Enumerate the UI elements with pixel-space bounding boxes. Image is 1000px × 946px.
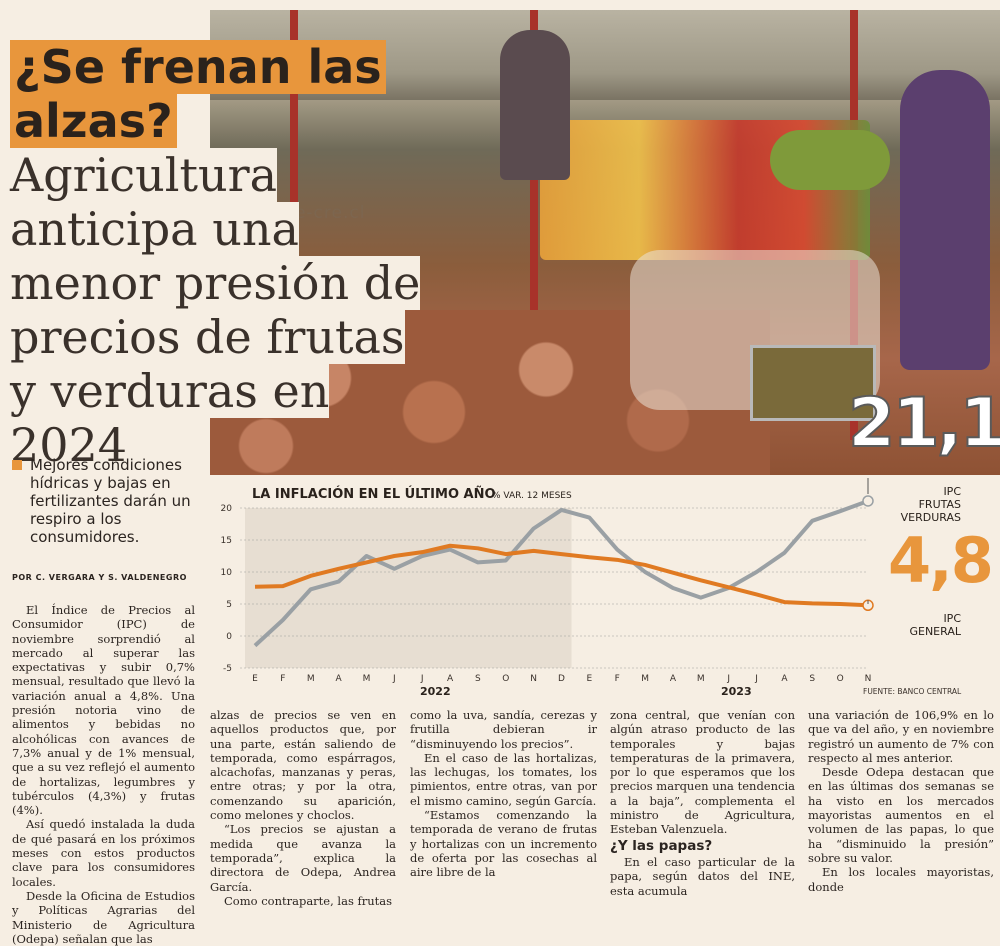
x-tick-label: F xyxy=(280,674,285,684)
paragraph: alzas de precios se ven en aquellos prod… xyxy=(210,708,396,823)
bullet-square-icon xyxy=(12,460,22,470)
x-tick-label: D xyxy=(558,674,565,684)
label-ipc-frutas-verduras: IPC FRUTAS VERDURAS xyxy=(900,485,961,524)
grid-lines xyxy=(240,507,868,669)
x-tick-label: M xyxy=(307,674,315,684)
paragraph: una variación de 106,9% en lo que va del… xyxy=(808,708,994,765)
x-tick-label: M xyxy=(641,674,649,684)
y-tick-label: 15 xyxy=(221,536,232,546)
y-tick-labels: -5 0 5 10 15 20 xyxy=(221,504,233,674)
article-column-5: una variación de 106,9% en lo que va del… xyxy=(808,708,994,894)
x-tick-label: O xyxy=(502,674,509,684)
article-column-4: zona central, que venían con algún atras… xyxy=(610,708,795,898)
series-line-ipc-general xyxy=(254,543,869,608)
year-label-2023: 2023 xyxy=(721,685,752,698)
y-tick-label: 5 xyxy=(226,600,232,610)
x-tick-label: A xyxy=(447,674,454,684)
article-column-3: como la uva, sandía, cerezas y frutilla … xyxy=(410,708,597,880)
vendor-figure xyxy=(500,30,570,180)
produce-tray xyxy=(750,345,876,421)
paragraph: zona central, que venían con algún atras… xyxy=(610,708,795,837)
label-line: IPC xyxy=(943,485,961,498)
label-line: IPC xyxy=(943,612,961,625)
x-tick-label: M xyxy=(363,674,371,684)
customer-figure xyxy=(900,70,990,370)
paragraph: como la uva, sandía, cerezas y frutilla … xyxy=(410,708,597,751)
melons xyxy=(770,130,890,190)
headline: ¿Se frenan las alzas? Agricultura antici… xyxy=(10,40,430,472)
x-tick-label: A xyxy=(781,674,788,684)
chart-svg: LA INFLACIÓN EN EL ÚLTIMO AÑO % VAR. 12 … xyxy=(221,478,962,698)
chart-unit: % VAR. 12 MESES xyxy=(492,491,572,501)
paragraph: En los locales mayoristas, donde xyxy=(808,865,994,894)
paragraph: El Índice de Precios al Consumidor (IPC)… xyxy=(12,603,195,818)
x-tick-label: O xyxy=(837,674,844,684)
paragraph: Desde la Oficina de Estudios y Políticas… xyxy=(12,888,195,946)
x-tick-label: J xyxy=(420,674,424,684)
paragraph: En el caso particular de la papa, según … xyxy=(610,854,795,898)
y-tick-label: -5 xyxy=(223,664,232,674)
x-tick-label: F xyxy=(615,674,620,684)
x-tick-label: N xyxy=(530,674,537,684)
callout-ipc-general-value: 4,8 xyxy=(888,524,994,597)
x-tick-label: J xyxy=(392,674,396,684)
x-tick-label: J xyxy=(754,674,758,684)
byline: POR C. VERGARA Y S. VALDENEGRO xyxy=(12,573,187,582)
subheading: ¿Y las papas? xyxy=(610,837,713,854)
summary-bullet: Mejores condiciones hídricas y bajas en … xyxy=(12,456,192,546)
x-tick-label: E xyxy=(587,674,593,684)
chart-title: LA INFLACIÓN EN EL ÚLTIMO AÑO xyxy=(252,486,496,502)
x-tick-label: E xyxy=(252,674,258,684)
paragraph: En el caso de las hortalizas, las lechug… xyxy=(410,750,597,808)
y-tick-label: 10 xyxy=(221,568,233,578)
x-tick-label: N xyxy=(865,674,872,684)
x-tick-label: J xyxy=(726,674,730,684)
year-label-2022: 2022 xyxy=(420,685,451,698)
paragraph: “Los precios se ajustan a medida que ava… xyxy=(210,822,396,894)
label-line: FRUTAS xyxy=(918,498,961,511)
inflation-chart: LA INFLACIÓN EN EL ÚLTIMO AÑO % VAR. 12 … xyxy=(200,478,1000,700)
paragraph: Desde Odepa destacan que en las últimas … xyxy=(808,765,994,865)
x-tick-label: A xyxy=(336,674,343,684)
bullet-text: Mejores condiciones hídricas y bajas en … xyxy=(30,456,191,546)
shaded-period xyxy=(245,508,572,668)
market-photo xyxy=(210,10,1000,475)
paragraph: Así quedó instalada la duda de qué pasar… xyxy=(12,817,195,889)
chart-source: FUENTE: BANCO CENTRAL xyxy=(863,687,962,696)
end-point-frutas-verduras xyxy=(862,495,874,507)
y-tick-label: 20 xyxy=(221,504,233,514)
y-tick-label: 0 xyxy=(226,632,232,642)
paragraph: Como contraparte, las frutas xyxy=(224,893,393,908)
article-column-1: El Índice de Precios al Consumidor (IPC)… xyxy=(12,603,195,946)
x-tick-label: A xyxy=(670,674,677,684)
headline-highlight-1: ¿Se frenan las xyxy=(10,40,386,94)
label-ipc-general: IPC GENERAL xyxy=(890,612,961,638)
x-tick-label: S xyxy=(809,674,815,684)
headline-highlight-2: alzas? xyxy=(10,94,177,148)
x-tick-label: M xyxy=(697,674,705,684)
article-column-2: alzas de precios se ven en aquellos prod… xyxy=(210,708,396,908)
callout-frutas-verduras-value: 21,1 xyxy=(847,384,1000,463)
paragraph: “Estamos comenzando la temporada de vera… xyxy=(410,808,597,880)
label-line: GENERAL xyxy=(909,625,961,638)
x-tick-label: S xyxy=(475,674,481,684)
label-line: VERDURAS xyxy=(900,511,961,524)
headline-rest: Agricultura anticipa una menor presión d… xyxy=(10,94,421,472)
stall-pole xyxy=(530,10,538,440)
